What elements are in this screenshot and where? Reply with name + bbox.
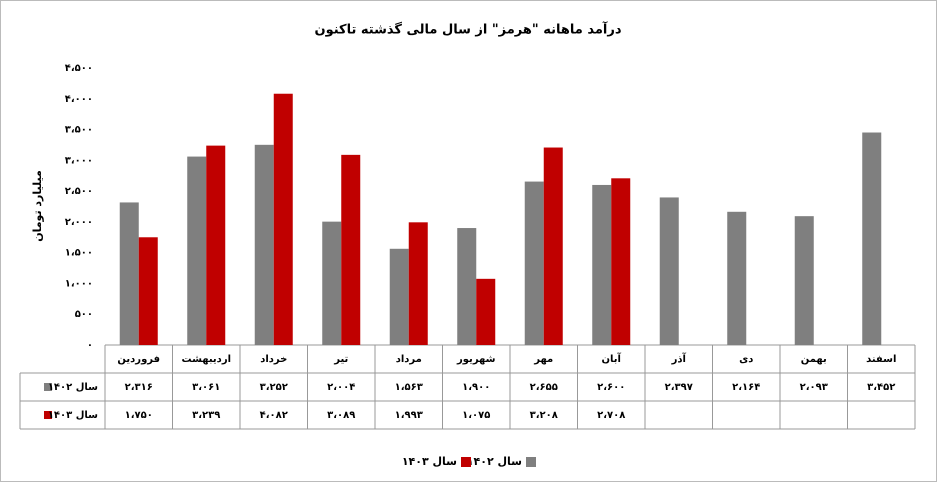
- data-label: ۲،۳۹۷: [665, 382, 693, 393]
- bar: [862, 132, 882, 345]
- x-tick-label: اسفند: [866, 354, 896, 365]
- y-tick-label: ۱،۰۰۰: [65, 278, 93, 289]
- data-label: ۳،۲۳۹: [192, 410, 220, 421]
- data-label: ۱،۰۷۵: [462, 410, 490, 421]
- legend-swatch: [526, 457, 536, 467]
- legend-label: سال ۱۴۰۳: [402, 455, 457, 468]
- y-tick-label: ۲،۵۰۰: [65, 186, 93, 197]
- series-label: سال ۱۴۰۲: [48, 382, 98, 393]
- bar: [341, 154, 361, 345]
- x-tick-label: مرداد: [396, 354, 422, 365]
- y-tick-label: ۳،۰۰۰: [65, 155, 93, 166]
- x-tick-label: شهریور: [456, 354, 496, 365]
- data-label: ۲،۰۹۳: [800, 382, 828, 393]
- data-label: ۳،۴۵۲: [867, 382, 895, 393]
- bar: [119, 202, 139, 345]
- bar: [408, 222, 428, 345]
- chart-title: درآمد ماهانه "هرمز" از سال مالی گذشته تا…: [315, 21, 622, 38]
- data-label: ۲،۷۰۸: [597, 410, 625, 421]
- legend-swatch: [461, 457, 471, 467]
- x-tick-label: آذر: [671, 352, 687, 365]
- y-tick-label: ۰: [87, 340, 93, 351]
- data-label: ۱،۹۹۳: [395, 410, 423, 421]
- data-label: ۱،۵۶۳: [395, 382, 423, 393]
- series-label: سال ۱۴۰۳: [48, 410, 98, 421]
- y-tick-label: ۴،۵۰۰: [65, 63, 93, 74]
- bar: [322, 221, 342, 345]
- x-tick-label: مهر: [533, 354, 553, 365]
- legend-key: [44, 383, 52, 391]
- bar: [389, 248, 409, 345]
- x-tick-label: فروردین: [117, 354, 160, 365]
- data-label: ۲،۱۶۴: [732, 382, 760, 393]
- y-tick-label: ۵۰۰: [75, 309, 93, 320]
- bar: [659, 197, 679, 345]
- x-tick-label: آبان: [602, 352, 622, 365]
- bar: [476, 278, 496, 345]
- x-tick-label: تیر: [333, 354, 348, 365]
- y-axis-label: میلیارد تومان: [31, 170, 44, 242]
- legend-label: سال ۱۴۰۲: [467, 455, 522, 468]
- data-label: ۳،۲۰۸: [530, 410, 558, 421]
- legend-key: [44, 411, 52, 419]
- data-label: ۲،۶۵۵: [530, 382, 558, 393]
- bar: [254, 144, 274, 345]
- data-label: ۳،۰۸۹: [327, 410, 355, 421]
- x-tick-label: خرداد: [260, 354, 287, 365]
- bar: [138, 237, 158, 345]
- data-label: ۳،۰۶۱: [192, 382, 220, 393]
- bar: [206, 145, 226, 345]
- data-label: ۲،۳۱۶: [125, 382, 153, 393]
- bar: [457, 228, 477, 345]
- y-tick-label: ۲،۰۰۰: [65, 217, 93, 228]
- y-tick-label: ۳،۵۰۰: [65, 125, 93, 136]
- data-label: ۲،۰۰۴: [327, 382, 355, 393]
- data-label: ۳،۲۵۲: [260, 382, 288, 393]
- bar: [611, 178, 631, 345]
- x-tick-label: اردیبهشت: [181, 354, 231, 365]
- data-label: ۴،۰۸۲: [260, 410, 288, 421]
- y-tick-label: ۴،۰۰۰: [65, 94, 93, 105]
- bar: [524, 181, 544, 345]
- y-tick-label: ۱،۵۰۰: [65, 248, 93, 259]
- x-tick-label: دی: [739, 354, 753, 365]
- bar: [794, 216, 814, 345]
- bar: [543, 147, 563, 345]
- bar: [273, 93, 293, 345]
- data-label: ۱،۷۵۰: [125, 410, 153, 421]
- bar: [592, 184, 612, 345]
- bar: [727, 211, 747, 345]
- x-tick-label: بهمن: [801, 354, 827, 365]
- data-label: ۲،۶۰۰: [597, 382, 625, 393]
- bar: [187, 156, 207, 345]
- data-label: ۱،۹۰۰: [462, 382, 490, 393]
